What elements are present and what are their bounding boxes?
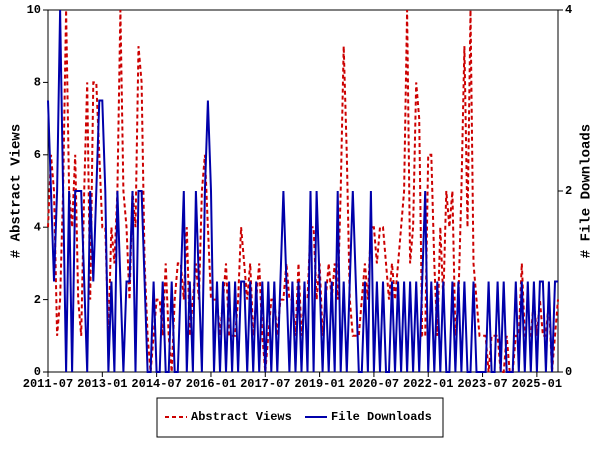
y2-tick-label: 2 (565, 184, 572, 198)
y-tick-label: 2 (34, 293, 41, 307)
x-tick-label: 2023-07 (457, 377, 507, 391)
y2-tick-label: 0 (565, 365, 572, 379)
y-axis-label: # Abstract Views (9, 124, 25, 258)
x-tick-label: 2014-07 (131, 377, 181, 391)
y2-tick-label: 4 (565, 3, 572, 17)
x-tick-label: 2011-07 (23, 377, 73, 391)
legend-label: Abstract Views (191, 410, 292, 424)
x-tick-label: 2025-01 (512, 377, 562, 391)
x-tick-label: 2020-07 (349, 377, 399, 391)
x-tick-label: 2017-07 (240, 377, 290, 391)
legend-label: File Downloads (331, 410, 432, 424)
y-tick-label: 4 (34, 220, 41, 234)
y-tick-label: 6 (34, 148, 41, 162)
x-tick-label: 2013-01 (77, 377, 127, 391)
series-line (47, 9, 558, 373)
y-tick-label: 8 (34, 76, 41, 90)
x-tick-label: 2022-01 (403, 377, 453, 391)
x-tick-label: 2016-01 (186, 377, 236, 391)
y2-axis-label: # File Downloads (579, 124, 595, 258)
legend-box (156, 397, 444, 438)
y-tick-label: 10 (27, 3, 41, 17)
x-tick-label: 2019-01 (294, 377, 344, 391)
y-tick-label: 0 (34, 365, 41, 379)
